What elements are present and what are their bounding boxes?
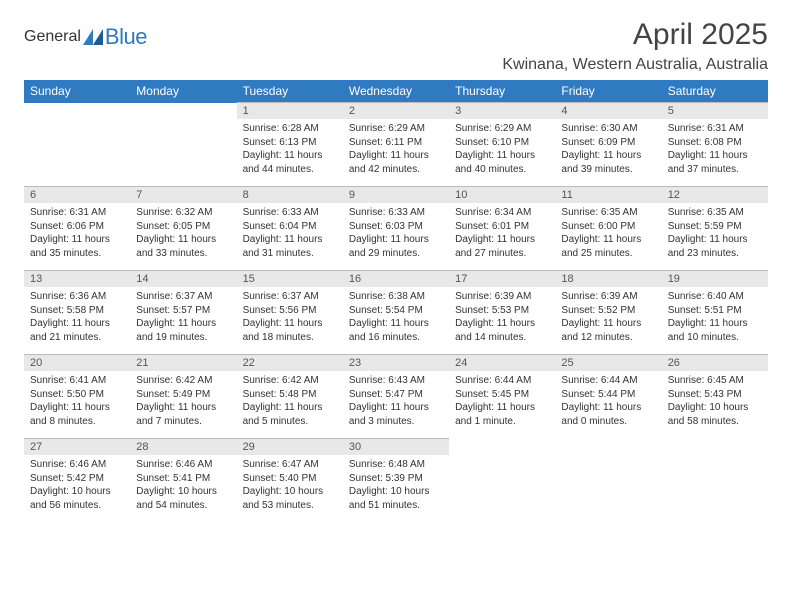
- day-info: Sunrise: 6:46 AMSunset: 5:41 PMDaylight:…: [130, 455, 236, 522]
- day-info: Sunrise: 6:42 AMSunset: 5:48 PMDaylight:…: [237, 371, 343, 439]
- day-info-row: Sunrise: 6:41 AMSunset: 5:50 PMDaylight:…: [24, 371, 768, 439]
- day-number: 21: [130, 355, 236, 372]
- day-number: 19: [662, 271, 768, 288]
- logo-text-general: General: [24, 28, 81, 46]
- day-info: Sunrise: 6:45 AMSunset: 5:43 PMDaylight:…: [662, 371, 768, 439]
- day-number: 7: [130, 187, 236, 204]
- day-number-row: 20212223242526: [24, 355, 768, 372]
- day-info: Sunrise: 6:31 AMSunset: 6:08 PMDaylight:…: [662, 119, 768, 187]
- day-number: 30: [343, 439, 449, 456]
- month-title: April 2025: [502, 18, 768, 52]
- day-number: 4: [555, 103, 661, 120]
- empty-cell: [130, 119, 236, 187]
- day-number: 10: [449, 187, 555, 204]
- day-info: Sunrise: 6:35 AMSunset: 6:00 PMDaylight:…: [555, 203, 661, 271]
- empty-cell: [24, 119, 130, 187]
- day-info: Sunrise: 6:39 AMSunset: 5:53 PMDaylight:…: [449, 287, 555, 355]
- empty-cell: [449, 455, 555, 522]
- header: General Blue April 2025 Kwinana, Western…: [24, 18, 768, 74]
- day-info: Sunrise: 6:33 AMSunset: 6:04 PMDaylight:…: [237, 203, 343, 271]
- day-info: Sunrise: 6:35 AMSunset: 5:59 PMDaylight:…: [662, 203, 768, 271]
- empty-cell: [449, 439, 555, 456]
- day-info: Sunrise: 6:29 AMSunset: 6:11 PMDaylight:…: [343, 119, 449, 187]
- weekday-header: Thursday: [449, 80, 555, 103]
- day-info: Sunrise: 6:38 AMSunset: 5:54 PMDaylight:…: [343, 287, 449, 355]
- day-info-row: Sunrise: 6:28 AMSunset: 6:13 PMDaylight:…: [24, 119, 768, 187]
- empty-cell: [662, 455, 768, 522]
- day-number: 23: [343, 355, 449, 372]
- day-info: Sunrise: 6:44 AMSunset: 5:45 PMDaylight:…: [449, 371, 555, 439]
- day-info: Sunrise: 6:43 AMSunset: 5:47 PMDaylight:…: [343, 371, 449, 439]
- day-info: Sunrise: 6:48 AMSunset: 5:39 PMDaylight:…: [343, 455, 449, 522]
- day-number-row: 27282930: [24, 439, 768, 456]
- day-info: Sunrise: 6:42 AMSunset: 5:49 PMDaylight:…: [130, 371, 236, 439]
- day-number: 27: [24, 439, 130, 456]
- day-info: Sunrise: 6:46 AMSunset: 5:42 PMDaylight:…: [24, 455, 130, 522]
- day-number: 18: [555, 271, 661, 288]
- day-number: 16: [343, 271, 449, 288]
- day-info: Sunrise: 6:31 AMSunset: 6:06 PMDaylight:…: [24, 203, 130, 271]
- empty-cell: [24, 103, 130, 120]
- day-info: Sunrise: 6:37 AMSunset: 5:56 PMDaylight:…: [237, 287, 343, 355]
- empty-cell: [555, 455, 661, 522]
- day-number: 9: [343, 187, 449, 204]
- day-number: 13: [24, 271, 130, 288]
- day-number: 6: [24, 187, 130, 204]
- day-number: 1: [237, 103, 343, 120]
- day-number: 20: [24, 355, 130, 372]
- day-number: 11: [555, 187, 661, 204]
- weekday-header: Saturday: [662, 80, 768, 103]
- day-info: Sunrise: 6:37 AMSunset: 5:57 PMDaylight:…: [130, 287, 236, 355]
- calendar-table: SundayMondayTuesdayWednesdayThursdayFrid…: [24, 80, 768, 522]
- day-number-row: 6789101112: [24, 187, 768, 204]
- day-info: Sunrise: 6:33 AMSunset: 6:03 PMDaylight:…: [343, 203, 449, 271]
- day-number: 2: [343, 103, 449, 120]
- day-info: Sunrise: 6:29 AMSunset: 6:10 PMDaylight:…: [449, 119, 555, 187]
- day-info: Sunrise: 6:32 AMSunset: 6:05 PMDaylight:…: [130, 203, 236, 271]
- day-number: 26: [662, 355, 768, 372]
- day-info: Sunrise: 6:39 AMSunset: 5:52 PMDaylight:…: [555, 287, 661, 355]
- empty-cell: [662, 439, 768, 456]
- day-number: 29: [237, 439, 343, 456]
- day-number-row: 13141516171819: [24, 271, 768, 288]
- empty-cell: [555, 439, 661, 456]
- day-number: 3: [449, 103, 555, 120]
- day-info: Sunrise: 6:28 AMSunset: 6:13 PMDaylight:…: [237, 119, 343, 187]
- day-info-row: Sunrise: 6:31 AMSunset: 6:06 PMDaylight:…: [24, 203, 768, 271]
- day-number: 12: [662, 187, 768, 204]
- location: Kwinana, Western Australia, Australia: [502, 56, 768, 74]
- day-info: Sunrise: 6:34 AMSunset: 6:01 PMDaylight:…: [449, 203, 555, 271]
- day-number: 17: [449, 271, 555, 288]
- weekday-header: Wednesday: [343, 80, 449, 103]
- day-number: 5: [662, 103, 768, 120]
- day-info: Sunrise: 6:36 AMSunset: 5:58 PMDaylight:…: [24, 287, 130, 355]
- day-number: 28: [130, 439, 236, 456]
- weekday-header-row: SundayMondayTuesdayWednesdayThursdayFrid…: [24, 80, 768, 103]
- day-info-row: Sunrise: 6:46 AMSunset: 5:42 PMDaylight:…: [24, 455, 768, 522]
- logo: General Blue: [24, 24, 147, 50]
- empty-cell: [130, 103, 236, 120]
- day-number: 14: [130, 271, 236, 288]
- day-info: Sunrise: 6:44 AMSunset: 5:44 PMDaylight:…: [555, 371, 661, 439]
- day-number: 22: [237, 355, 343, 372]
- day-number: 24: [449, 355, 555, 372]
- day-info: Sunrise: 6:30 AMSunset: 6:09 PMDaylight:…: [555, 119, 661, 187]
- weekday-header: Tuesday: [237, 80, 343, 103]
- day-number: 15: [237, 271, 343, 288]
- weekday-header: Sunday: [24, 80, 130, 103]
- day-info-row: Sunrise: 6:36 AMSunset: 5:58 PMDaylight:…: [24, 287, 768, 355]
- day-info: Sunrise: 6:40 AMSunset: 5:51 PMDaylight:…: [662, 287, 768, 355]
- weekday-header: Friday: [555, 80, 661, 103]
- day-number-row: 12345: [24, 103, 768, 120]
- logo-icon: [83, 29, 103, 45]
- weekday-header: Monday: [130, 80, 236, 103]
- day-info: Sunrise: 6:41 AMSunset: 5:50 PMDaylight:…: [24, 371, 130, 439]
- day-number: 8: [237, 187, 343, 204]
- logo-text-blue: Blue: [105, 24, 147, 50]
- day-info: Sunrise: 6:47 AMSunset: 5:40 PMDaylight:…: [237, 455, 343, 522]
- day-number: 25: [555, 355, 661, 372]
